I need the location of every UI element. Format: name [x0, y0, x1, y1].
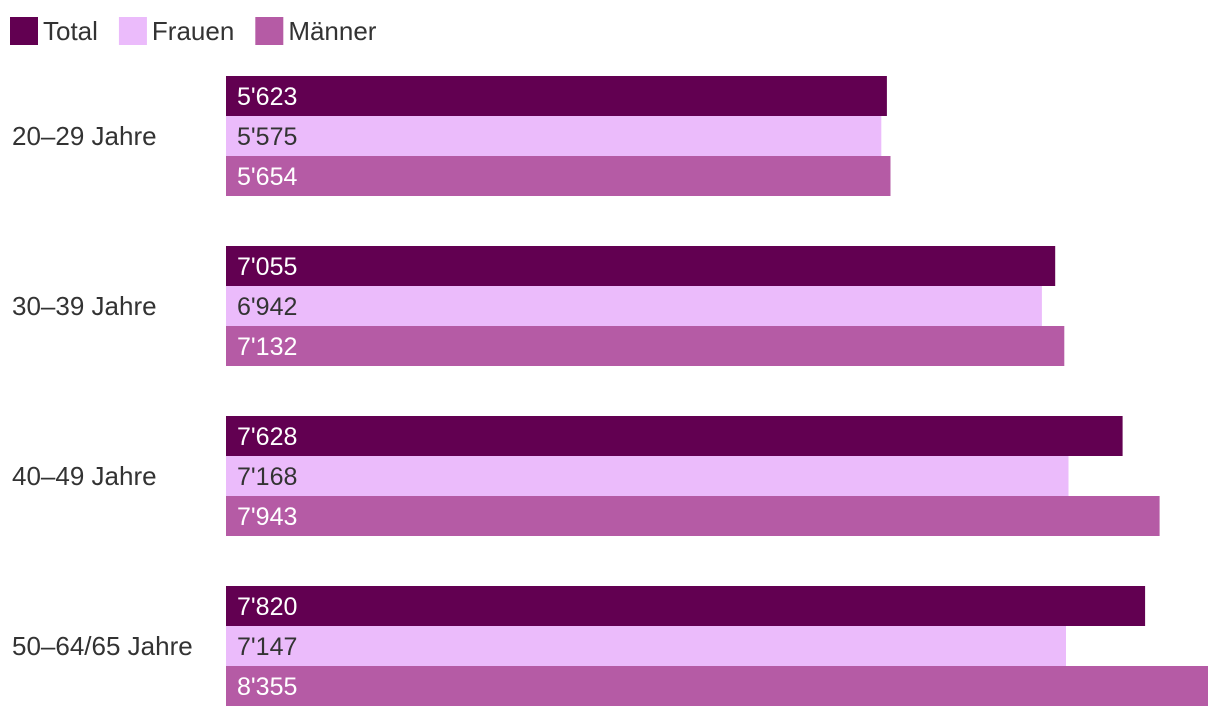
- legend-label-frauen: Frauen: [152, 16, 234, 46]
- bar-männer-1: [226, 156, 891, 196]
- bar-total-1: [226, 76, 887, 116]
- chart-legend: Total Frauen Männer: [10, 16, 377, 46]
- value-label-total-4: 7'820: [237, 593, 297, 621]
- legend-swatch-frauen: [118, 17, 147, 45]
- bar-männer-2: [226, 326, 1065, 366]
- value-label-frauen-4: 7'147: [237, 633, 297, 661]
- bar-total-4: [226, 586, 1146, 626]
- bar-frauen-2: [226, 286, 1042, 326]
- legend-swatch-männer: [255, 17, 284, 45]
- value-labels-group: 5'623 5'575 5'654 7'055 6'942 7'132 7'628 7'168…: [237, 83, 297, 701]
- bar-total-2: [226, 246, 1056, 286]
- bar-total-3: [226, 416, 1123, 456]
- bar-frauen-1: [226, 116, 882, 156]
- value-label-männer-3: 7'943: [237, 503, 297, 531]
- bar-männer-4: [226, 666, 1208, 706]
- bar-series-group: [226, 76, 1208, 706]
- value-label-frauen-1: 5'575: [237, 123, 297, 151]
- legend-swatch-total: [10, 17, 38, 45]
- legend-label-männer: Männer: [288, 16, 376, 46]
- value-label-männer-2: 7'132: [237, 333, 297, 361]
- value-label-männer-1: 5'654: [237, 163, 297, 191]
- value-label-frauen-2: 6'942: [237, 293, 297, 321]
- category-label-4: 50–64/65 Jahre: [12, 631, 193, 661]
- category-label-2: 30–39 Jahre: [12, 291, 157, 321]
- bar-frauen-3: [226, 456, 1069, 496]
- bar-frauen-4: [226, 626, 1066, 666]
- value-label-total-3: 7'628: [237, 423, 297, 451]
- value-label-total-2: 7'055: [237, 253, 297, 281]
- category-label-1: 20–29 Jahre: [12, 121, 157, 151]
- bar-männer-3: [226, 496, 1160, 536]
- category-axis: 20–29 Jahre 30–39 Jahre 40–49 Jahre 50–64/6…: [12, 121, 193, 661]
- legend-label-total: Total: [43, 16, 98, 46]
- category-label-3: 40–49 Jahre: [12, 461, 157, 491]
- value-label-männer-4: 8'355: [237, 673, 297, 701]
- value-label-frauen-3: 7'168: [237, 463, 297, 491]
- value-label-total-1: 5'623: [237, 83, 297, 111]
